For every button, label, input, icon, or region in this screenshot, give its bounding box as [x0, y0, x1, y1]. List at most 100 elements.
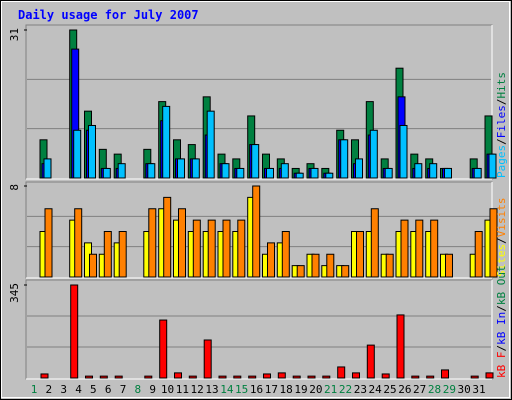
x-tick-label: 27 [413, 383, 426, 396]
bar [488, 153, 497, 179]
bar [310, 167, 319, 179]
bar [114, 375, 123, 379]
bar [188, 375, 197, 379]
bar [178, 208, 186, 278]
bar [237, 219, 246, 278]
legend: Pages/Files/Hits [495, 72, 508, 178]
bar [326, 253, 335, 278]
bar [89, 253, 97, 278]
x-tick-label: 21 [324, 383, 337, 396]
bar [148, 208, 157, 278]
x-tick-label: 10 [161, 383, 174, 396]
x-tick-label: 1 [31, 383, 38, 396]
legend-item: Sites [495, 244, 508, 277]
x-tick-label: 20 [309, 383, 322, 396]
x-tick-label: 17 [265, 383, 278, 396]
bar [118, 231, 127, 278]
bar [263, 373, 271, 379]
bar [103, 231, 112, 278]
bar [44, 208, 53, 278]
y-tick-label: 8 [8, 184, 21, 191]
legend-separator: / [495, 305, 508, 312]
x-tick-label: 31 [472, 383, 485, 396]
bar [430, 219, 439, 278]
bar [174, 372, 182, 379]
bar [292, 375, 301, 379]
bar [341, 265, 350, 278]
bar [236, 167, 245, 179]
x-tick-label: 25 [383, 383, 396, 396]
bar [411, 375, 420, 379]
bar [147, 163, 156, 179]
legend-item: Visits [495, 198, 508, 238]
bar [207, 219, 216, 278]
bar [222, 219, 231, 278]
legend-item: kB F [495, 352, 508, 379]
bar [396, 314, 405, 379]
bar [206, 110, 215, 179]
bar [280, 163, 289, 179]
legend: kB F/kB In/kB Out [495, 265, 508, 378]
bar [162, 105, 171, 179]
bar [444, 167, 452, 179]
bar [307, 375, 316, 379]
y-tick-label: 345 [8, 283, 21, 303]
bar [267, 242, 275, 278]
bar [322, 375, 331, 379]
legend-item: kB In [495, 312, 508, 345]
legend-separator: / [495, 237, 508, 244]
bar [355, 158, 363, 179]
bar [429, 163, 438, 179]
bar [366, 344, 375, 379]
bar [295, 172, 304, 179]
x-tick-label: 2 [46, 383, 53, 396]
bar [399, 124, 408, 179]
bar [485, 372, 494, 379]
legend-item: kB Out [495, 265, 508, 305]
bar [474, 231, 483, 278]
x-tick-label: 16 [250, 383, 263, 396]
bar [159, 319, 168, 379]
x-tick-label: 28 [428, 383, 441, 396]
bar [191, 158, 200, 179]
bar [73, 129, 82, 179]
x-tick-label: 22 [339, 383, 352, 396]
bar [251, 144, 260, 179]
bar [337, 366, 346, 379]
x-tick-label: 30 [458, 383, 471, 396]
bar [233, 375, 242, 379]
bar [441, 369, 449, 379]
bar [163, 196, 172, 278]
bar [117, 163, 126, 179]
panel [25, 279, 493, 380]
bar [473, 167, 482, 179]
bar [252, 185, 261, 278]
bar [369, 129, 378, 179]
bar [415, 219, 424, 278]
bar [203, 339, 212, 379]
bar [74, 208, 83, 278]
bar [356, 231, 364, 278]
bar [248, 375, 257, 379]
bar [470, 375, 479, 379]
bar [144, 375, 153, 379]
bar [489, 208, 498, 278]
bar [221, 163, 230, 179]
legend-separator: / [495, 138, 508, 145]
x-tick-label: 24 [369, 383, 383, 396]
bar [370, 208, 379, 278]
x-tick-label: 11 [176, 383, 189, 396]
x-tick-label: 19 [294, 383, 307, 396]
bar [414, 163, 423, 179]
x-tick-label: 12 [191, 383, 204, 396]
legend-separator: / [495, 99, 508, 106]
x-tick-label: 13 [205, 383, 218, 396]
bar [384, 167, 393, 179]
x-tick-label: 9 [149, 383, 156, 396]
bar [99, 375, 108, 379]
y-tick-label: 31 [8, 28, 21, 41]
bar [340, 139, 349, 179]
legend-item: Hits [495, 72, 508, 99]
